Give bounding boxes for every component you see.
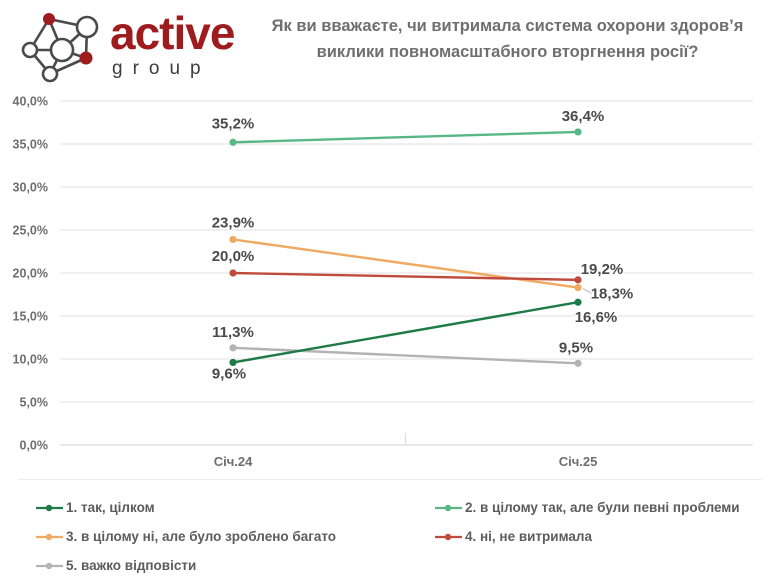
logo: active group bbox=[14, 6, 235, 86]
legend-divider bbox=[18, 479, 762, 480]
legend-label: 1. так, цілком bbox=[66, 500, 155, 515]
data-point bbox=[574, 359, 582, 367]
y-axis-tick-label: 40,0% bbox=[13, 95, 48, 109]
x-axis-tick-label: Січ.24 bbox=[214, 454, 253, 469]
legend-marker-icon bbox=[435, 533, 462, 540]
logo-network-icon bbox=[21, 13, 99, 83]
legend: 1. так, цілком 2. в цілому так, але були … bbox=[36, 498, 748, 575]
legend-marker-icon bbox=[435, 504, 462, 511]
legend-item-2: 2. в цілому так, але були певні проблеми bbox=[435, 498, 748, 517]
data-point bbox=[229, 138, 237, 146]
legend-item-5: 5. важко відповісти bbox=[36, 556, 435, 575]
logo-wordmark: active group bbox=[110, 6, 235, 81]
data-label: 16,6% bbox=[575, 309, 618, 326]
y-axis-tick-label: 10,0% bbox=[13, 353, 48, 367]
data-label: 18,3% bbox=[591, 286, 634, 303]
legend-label: 2. в цілому так, але були певні проблеми bbox=[465, 500, 740, 515]
series-line-3 bbox=[232, 238, 579, 289]
chart-title: Як ви вважаєте, чи витримала система охо… bbox=[271, 17, 744, 61]
legend-label: 4. ні, не витримала bbox=[465, 529, 592, 544]
y-axis-tick-label: 35,0% bbox=[13, 138, 48, 152]
y-axis-tick-label: 20,0% bbox=[13, 267, 48, 281]
legend-label: 3. в цілому ні, але було зроблено багато bbox=[66, 529, 337, 544]
legend-label: 5. важко відповісти bbox=[66, 558, 197, 573]
logo-brand: active bbox=[110, 6, 235, 59]
y-axis-tick-label: 30,0% bbox=[13, 181, 48, 195]
legend-marker-icon bbox=[36, 562, 63, 569]
series-line-5 bbox=[232, 346, 579, 365]
legend-marker-icon bbox=[36, 533, 63, 540]
data-label: 9,5% bbox=[559, 339, 593, 356]
y-axis-tick-label: 15,0% bbox=[13, 310, 48, 324]
data-label: 20,0% bbox=[212, 248, 255, 265]
series-line-4 bbox=[232, 271, 579, 282]
legend-marker-icon bbox=[36, 504, 63, 511]
y-axis-tick-label: 5,0% bbox=[20, 396, 49, 410]
legend-item-3: 3. в цілому ні, але було зроблено багато bbox=[36, 527, 435, 546]
data-label: 9,6% bbox=[212, 365, 246, 382]
data-point bbox=[574, 298, 582, 306]
data-label: 36,4% bbox=[562, 108, 605, 125]
data-point bbox=[229, 344, 237, 352]
logo-sub: group bbox=[112, 58, 211, 80]
x-axis-tick-label: Січ.25 bbox=[559, 454, 598, 469]
data-label: 35,2% bbox=[212, 115, 255, 132]
legend-item-4: 4. ні, не витримала bbox=[435, 527, 748, 546]
data-label: 11,3% bbox=[212, 324, 254, 341]
series-line-1 bbox=[232, 301, 579, 364]
legend-item-1: 1. так, цілком bbox=[36, 498, 435, 517]
data-point bbox=[574, 284, 582, 292]
data-point bbox=[574, 128, 582, 136]
y-axis-tick-label: 0,0% bbox=[20, 439, 49, 453]
data-point bbox=[229, 358, 237, 367]
data-point bbox=[574, 276, 582, 284]
data-label: 19,2% bbox=[581, 261, 624, 278]
data-label: 23,9% bbox=[212, 214, 255, 231]
y-axis-tick-label: 25,0% bbox=[13, 224, 48, 238]
data-point bbox=[229, 269, 237, 277]
label-leader-line bbox=[582, 288, 593, 295]
series-line-2 bbox=[232, 130, 579, 144]
data-point bbox=[229, 235, 237, 244]
